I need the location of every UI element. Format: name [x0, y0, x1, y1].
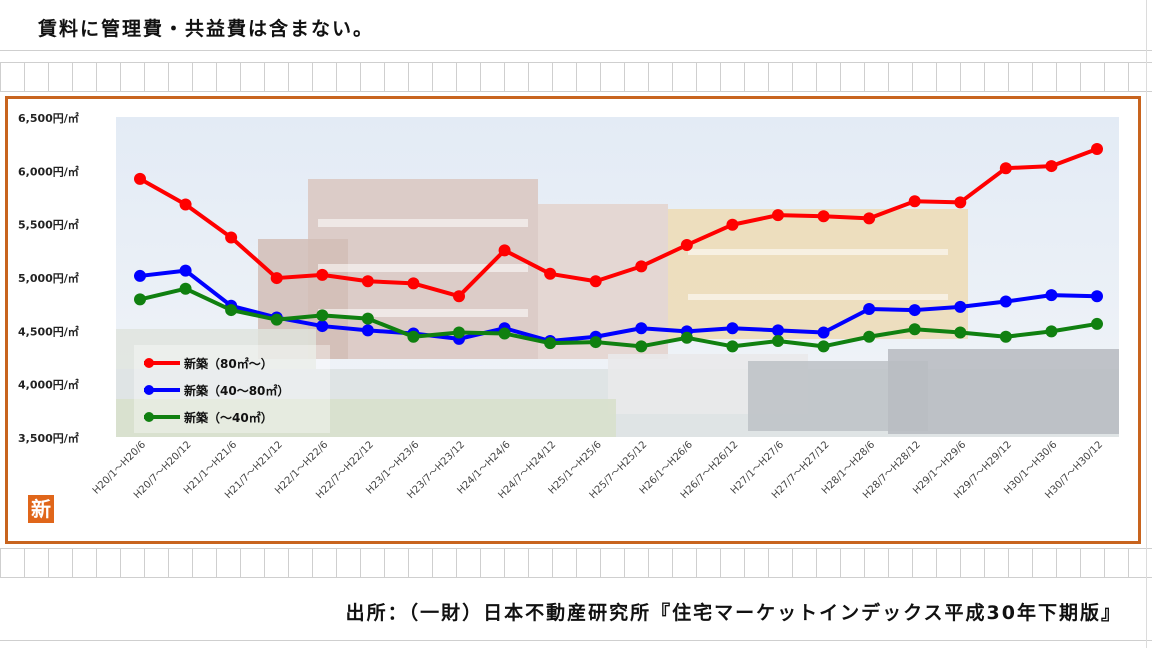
data-point	[179, 264, 192, 277]
data-point	[999, 162, 1012, 175]
y-tick-label: 6,000円/㎡	[18, 164, 79, 178]
y-tick-label: 6,500円/㎡	[18, 111, 79, 125]
source-note: 出所：（一財）日本不動産研究所『住宅マーケットインデックス平成30年下期版』	[345, 602, 1122, 624]
data-point	[225, 304, 238, 317]
bottom-divider	[0, 640, 1152, 641]
data-point	[1091, 290, 1103, 303]
data-point	[908, 195, 921, 208]
right-edge-line	[1146, 0, 1147, 648]
data-point	[680, 331, 693, 344]
y-axis: 3,500円/㎡ 4,000円/㎡ 4,500円/㎡ 5,000円/㎡ 5,500円/㎡…	[18, 111, 79, 445]
legend-label: 新築（80㎡～）	[184, 356, 273, 371]
background-photo	[116, 117, 1119, 437]
header-note: 賃料に管理費・共益費は含まない。	[38, 18, 375, 40]
data-point	[589, 336, 602, 349]
y-tick-label: 3,500円/㎡	[18, 431, 79, 445]
grid-strip-top	[0, 62, 1152, 92]
x-axis: H20/1～H20/6H20/7～H20/12H21/1～H21/6H21/7～…	[91, 439, 1105, 501]
series-layer	[134, 143, 1103, 353]
data-point	[316, 309, 329, 322]
data-point	[863, 212, 876, 225]
data-point	[1091, 143, 1103, 155]
data-point	[361, 324, 374, 337]
data-point	[134, 172, 146, 185]
chart-frame: 3,500円/㎡ 4,000円/㎡ 4,500円/㎡ 5,000円/㎡ 5,500円/㎡…	[5, 96, 1141, 544]
data-point	[1045, 160, 1058, 173]
data-point	[498, 244, 511, 257]
data-point	[361, 312, 374, 325]
logo-badge-char: 新	[31, 497, 51, 521]
data-point	[1091, 317, 1103, 330]
data-point	[316, 320, 329, 333]
data-point	[635, 322, 648, 335]
data-point	[863, 303, 876, 315]
data-point	[270, 272, 283, 285]
data-point	[635, 260, 648, 273]
data-point	[726, 322, 739, 335]
data-point	[954, 326, 967, 339]
data-point	[453, 290, 465, 303]
top-divider	[0, 50, 1152, 51]
data-point	[999, 295, 1012, 308]
data-point	[680, 239, 693, 251]
y-tick-label: 4,000円/㎡	[18, 378, 79, 392]
data-point	[908, 323, 921, 336]
series-2	[134, 282, 1103, 353]
data-point	[1045, 325, 1058, 338]
data-point	[316, 268, 329, 281]
data-point	[225, 231, 238, 244]
data-point	[772, 209, 784, 222]
data-point	[954, 300, 967, 313]
data-point	[817, 326, 830, 339]
data-point	[817, 210, 830, 223]
data-point	[361, 275, 374, 288]
legend-swatch-marker	[144, 358, 154, 368]
y-tick-label: 5,500円/㎡	[18, 218, 79, 232]
data-point	[179, 282, 192, 295]
data-point	[407, 277, 420, 290]
data-point	[999, 330, 1012, 343]
data-point	[772, 335, 784, 347]
data-point	[726, 218, 739, 231]
data-point	[407, 330, 420, 343]
data-point	[863, 330, 876, 343]
data-point	[544, 337, 557, 350]
logo-badge: 新	[28, 495, 54, 523]
data-point	[270, 313, 283, 326]
series-1	[134, 264, 1103, 347]
y-tick-label: 5,000円/㎡	[18, 271, 79, 285]
legend-label: 新築（～40㎡）	[184, 410, 273, 425]
legend-swatch-marker	[144, 385, 154, 395]
data-point	[453, 326, 465, 339]
data-point	[134, 293, 146, 306]
legend: 新築（80㎡～） 新築（40～80㎡） 新築（～40㎡）	[134, 345, 330, 433]
y-tick-label: 4,500円/㎡	[18, 324, 79, 338]
data-point	[498, 327, 511, 340]
data-point	[635, 340, 648, 353]
data-point	[544, 267, 557, 280]
data-point	[726, 340, 739, 353]
data-point	[908, 304, 921, 317]
data-point	[134, 269, 146, 282]
data-point	[817, 340, 830, 353]
series-line	[139, 268, 1098, 343]
legend-swatch-marker	[144, 412, 154, 422]
legend-label: 新築（40～80㎡）	[184, 383, 289, 398]
rent-line-chart: 3,500円/㎡ 4,000円/㎡ 4,500円/㎡ 5,000円/㎡ 5,500円/㎡…	[18, 111, 1119, 523]
series-line	[139, 147, 1098, 299]
grid-strip-bottom	[0, 548, 1152, 578]
data-point	[179, 198, 192, 211]
series-0	[134, 143, 1103, 303]
data-point	[1045, 289, 1058, 302]
data-point	[772, 324, 784, 337]
data-point	[589, 275, 602, 288]
data-point	[954, 196, 967, 209]
series-line	[139, 286, 1098, 349]
